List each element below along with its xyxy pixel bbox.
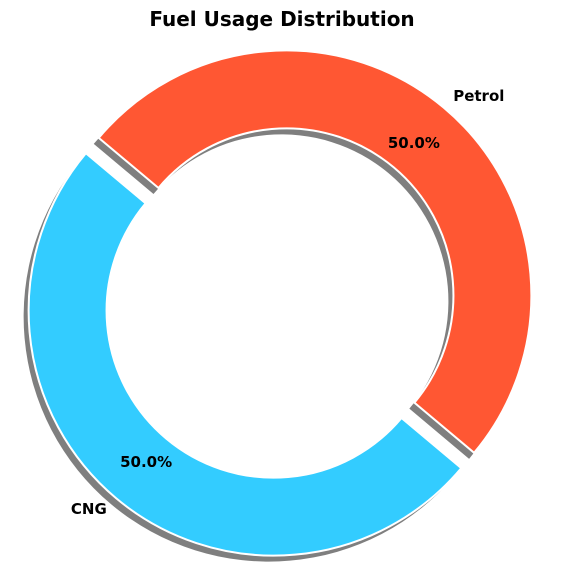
slice-petrol (97, 49, 533, 455)
slice-cng (27, 151, 463, 557)
chart-title: Fuel Usage Distribution (149, 7, 414, 31)
slice-percent-petrol: 50.0% (388, 134, 440, 152)
slices (27, 49, 533, 557)
slice-labels: CNG 50.0% Petrol 50.0% (71, 87, 505, 518)
slice-label-cng: CNG (71, 500, 107, 518)
slice-label-petrol: Petrol (453, 87, 504, 105)
slice-percent-cng: 50.0% (120, 453, 172, 471)
